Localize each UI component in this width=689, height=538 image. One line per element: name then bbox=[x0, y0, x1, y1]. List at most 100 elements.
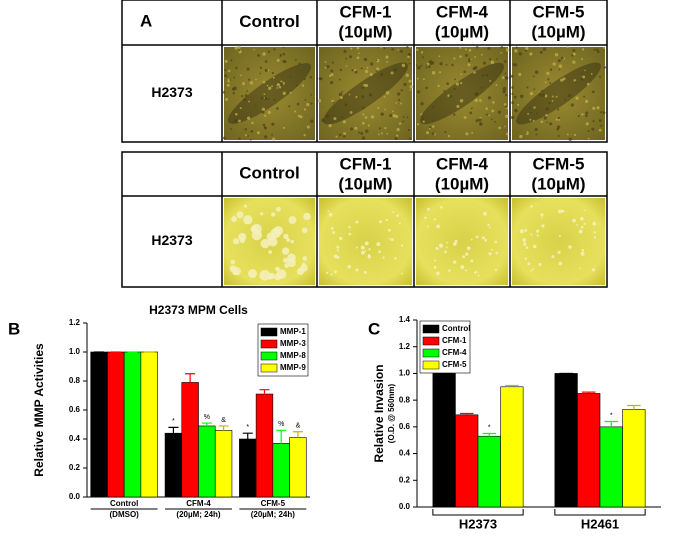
cell bbox=[232, 91, 235, 95]
cell bbox=[570, 103, 574, 107]
cell bbox=[560, 56, 564, 60]
cell bbox=[472, 67, 476, 71]
bar bbox=[164, 432, 183, 498]
colony bbox=[276, 269, 287, 279]
scratch-band bbox=[419, 62, 505, 125]
colony bbox=[376, 242, 381, 247]
cell bbox=[504, 76, 507, 79]
cell bbox=[502, 90, 506, 94]
error-bar bbox=[505, 384, 519, 387]
cell bbox=[530, 111, 533, 114]
colony bbox=[495, 251, 499, 255]
cell bbox=[224, 68, 227, 71]
cell bbox=[239, 107, 242, 110]
significance-mark: & bbox=[296, 423, 301, 430]
cell bbox=[353, 69, 357, 72]
error-bar bbox=[276, 429, 287, 444]
significance-mark: % bbox=[204, 414, 210, 421]
error-bar bbox=[459, 412, 474, 415]
cell bbox=[401, 63, 406, 68]
cell bbox=[257, 54, 260, 57]
cell bbox=[259, 66, 263, 69]
cell bbox=[586, 82, 590, 86]
cell bbox=[497, 110, 502, 114]
cell bbox=[370, 62, 374, 66]
cell bbox=[238, 137, 241, 140]
colony bbox=[584, 209, 586, 211]
cell bbox=[256, 131, 260, 135]
cell bbox=[557, 59, 561, 63]
cell bbox=[422, 78, 425, 81]
colony bbox=[489, 226, 491, 229]
cell bbox=[361, 86, 364, 90]
cell bbox=[600, 124, 603, 127]
colony bbox=[287, 258, 296, 268]
cell bbox=[460, 73, 462, 76]
cell bbox=[361, 95, 365, 99]
cell bbox=[583, 95, 586, 98]
cell bbox=[335, 135, 338, 138]
cell bbox=[230, 59, 233, 62]
cell bbox=[243, 98, 247, 102]
cell bbox=[301, 84, 305, 87]
cell bbox=[380, 72, 384, 77]
cell bbox=[398, 98, 401, 102]
colony bbox=[484, 238, 488, 242]
cell bbox=[503, 60, 507, 63]
significance-mark: % bbox=[278, 421, 284, 428]
colony bbox=[445, 241, 448, 244]
colony bbox=[396, 214, 399, 217]
cell bbox=[321, 118, 325, 123]
colony bbox=[483, 211, 487, 216]
colony bbox=[578, 229, 583, 234]
cell bbox=[377, 133, 380, 136]
micrograph-bg bbox=[416, 198, 508, 285]
panel-label: B bbox=[8, 319, 20, 338]
cell bbox=[255, 78, 257, 81]
colony bbox=[593, 236, 597, 239]
cell bbox=[502, 87, 507, 91]
legend-label: MMP-9 bbox=[280, 363, 306, 372]
cell bbox=[389, 113, 393, 117]
cell bbox=[535, 112, 538, 114]
cell bbox=[468, 49, 472, 52]
cell bbox=[317, 99, 322, 103]
cell bbox=[490, 60, 495, 65]
colony bbox=[523, 242, 527, 246]
cell bbox=[384, 126, 387, 130]
cell bbox=[453, 57, 456, 60]
cell bbox=[276, 87, 279, 89]
cell bbox=[529, 118, 532, 121]
cell bbox=[494, 121, 496, 123]
cell bbox=[451, 63, 454, 67]
cell bbox=[348, 93, 351, 96]
error-bar bbox=[581, 391, 596, 394]
cell bbox=[555, 118, 558, 121]
cell bbox=[267, 98, 270, 101]
colony bbox=[433, 265, 437, 269]
cell bbox=[326, 65, 330, 69]
cell bbox=[425, 131, 429, 135]
cell bbox=[402, 120, 405, 123]
micrograph bbox=[319, 198, 412, 285]
cell bbox=[495, 84, 498, 87]
cell bbox=[386, 132, 389, 135]
cell bbox=[364, 69, 369, 74]
cell bbox=[501, 76, 505, 80]
bar bbox=[255, 393, 274, 498]
cell bbox=[247, 135, 250, 137]
cell bbox=[349, 55, 353, 59]
cell bbox=[341, 91, 343, 93]
colony bbox=[530, 269, 533, 272]
micrograph bbox=[512, 198, 605, 285]
cell bbox=[481, 74, 485, 77]
cell bbox=[468, 58, 471, 61]
colony bbox=[275, 266, 280, 272]
cell bbox=[225, 97, 229, 101]
cell bbox=[535, 133, 538, 136]
cell bbox=[244, 134, 247, 137]
colony bbox=[592, 221, 597, 226]
colony bbox=[302, 256, 308, 261]
cell bbox=[432, 119, 434, 122]
cell bbox=[280, 80, 283, 83]
